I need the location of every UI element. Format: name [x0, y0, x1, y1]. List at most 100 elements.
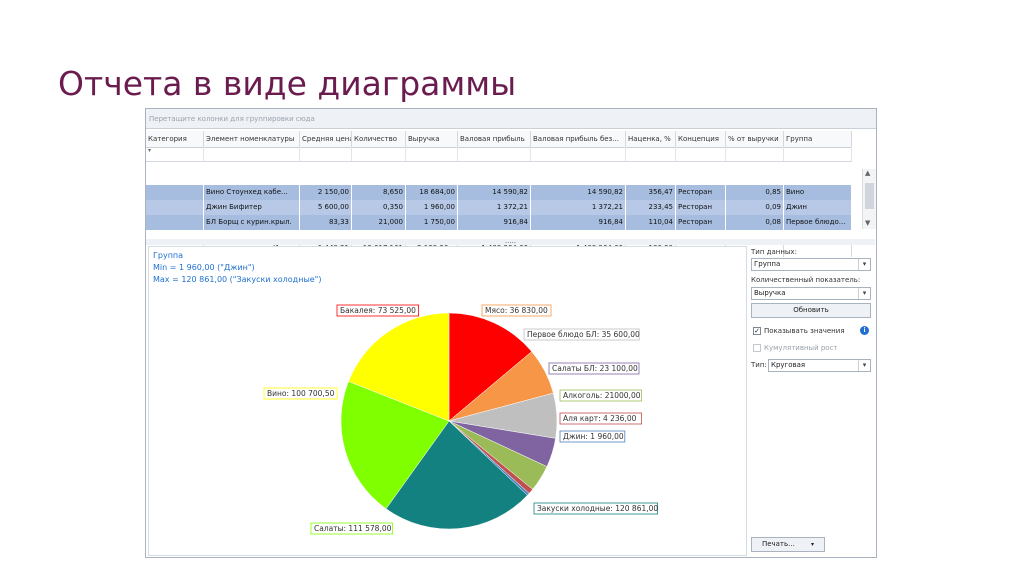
- table-cell: 356,47: [626, 185, 676, 200]
- column-header[interactable]: Средняя цена: [300, 131, 352, 147]
- table-cell: 14 590,82: [458, 185, 531, 200]
- table-cell: 110,04: [626, 215, 676, 230]
- filter-icon-cell[interactable]: ▾: [146, 147, 204, 161]
- filter-cell[interactable]: [300, 147, 352, 161]
- slice-label-box: [481, 304, 552, 317]
- total-cell: [784, 240, 852, 257]
- data-type-value: Группа: [754, 260, 781, 268]
- table-cell: [146, 215, 204, 230]
- slice-label: Джин: 1 960,00: [563, 432, 624, 441]
- dropdown-arrow-icon[interactable]: ▾: [811, 541, 815, 548]
- slice-label: Вино: 100 700,50: [267, 389, 335, 398]
- pie-slice[interactable]: [340, 381, 450, 510]
- slice-label: Алкоголь: 21000,00: [563, 391, 641, 400]
- pie-slice[interactable]: [348, 312, 450, 422]
- column-header[interactable]: Выручка: [406, 131, 458, 147]
- table-cell: [146, 200, 204, 215]
- table-row[interactable]: Джин Бифитер 5 600,00 0,350 1 960,00 1 372,2…: [146, 200, 852, 215]
- filter-cell[interactable]: [458, 147, 531, 161]
- chevron-down-icon[interactable]: ▾: [858, 360, 870, 371]
- show-values-checkbox[interactable]: ✓: [753, 327, 761, 335]
- table-cell: [146, 185, 204, 200]
- column-header[interactable]: % от выручки: [726, 131, 784, 147]
- print-button[interactable]: Печать... ▾: [751, 537, 825, 552]
- table-cell: Ресторан: [676, 215, 726, 230]
- column-header[interactable]: Группа: [784, 131, 852, 147]
- filter-cell[interactable]: [676, 147, 726, 161]
- grid-scrollbar[interactable]: ▲ ▼: [862, 169, 876, 229]
- table-cell: 916,84: [458, 215, 531, 230]
- info-icon[interactable]: i: [860, 326, 869, 335]
- table-cell: 233,45: [626, 200, 676, 215]
- slice-label: Салаты БЛ: 23 100,00: [552, 364, 638, 373]
- filter-row[interactable]: ▾: [146, 147, 852, 162]
- slice-label-box: [310, 522, 393, 535]
- table-cell: 8,650: [352, 185, 406, 200]
- filter-cell[interactable]: [626, 147, 676, 161]
- grid-rows: Вино Стоунхед кабе... 2 150,00 8,650 18 684…: [146, 185, 852, 230]
- filter-cell[interactable]: [352, 147, 406, 161]
- scroll-down-icon[interactable]: ▼: [865, 219, 871, 227]
- filter-cell[interactable]: [204, 147, 300, 161]
- quant-select[interactable]: Выручка ▾: [751, 287, 871, 300]
- table-row[interactable]: Вино Стоунхед кабе... 2 150,00 8,650 18 684…: [146, 185, 852, 200]
- table-cell: БЛ Борщ с курин.крыл.: [204, 215, 300, 230]
- column-header[interactable]: Валовая прибыль: [458, 131, 531, 147]
- slice-label-box: [523, 328, 640, 341]
- chevron-down-icon[interactable]: ▾: [858, 288, 870, 299]
- column-header[interactable]: Элемент номенклатуры: [204, 131, 300, 147]
- report-grid: Категория Элемент номенклатуры Средняя цен…: [146, 131, 876, 257]
- table-cell: 0,08: [726, 215, 784, 230]
- total-cell: [726, 240, 784, 257]
- filter-cell[interactable]: [726, 147, 784, 161]
- chart-type-select[interactable]: Круговая ▾: [768, 359, 871, 372]
- slice-label: Салаты: 111 578,00: [314, 524, 392, 533]
- pie-chart: Бакалея: 73 525,00 Мясо: 36 830,00 Первое …: [263, 304, 658, 535]
- data-type-select[interactable]: Группа ▾: [751, 258, 871, 271]
- show-values-label: Показывать значения: [764, 327, 845, 335]
- chart-group-label: Группа: [153, 251, 184, 260]
- filter-cell[interactable]: [784, 147, 852, 161]
- column-header[interactable]: Категория: [146, 131, 204, 147]
- slice-label-box: [559, 389, 642, 402]
- table-cell: Джин Бифитер: [204, 200, 300, 215]
- column-header[interactable]: Валовая прибыль без...: [531, 131, 626, 147]
- chart-max-label: Max = 120 861,00 ("Закуски холодные"): [153, 275, 322, 284]
- column-header[interactable]: Концепция: [676, 131, 726, 147]
- column-header[interactable]: Наценка, %: [626, 131, 676, 147]
- table-cell: 0,85: [726, 185, 784, 200]
- slice-label-box: [336, 304, 419, 317]
- cumulative-label: Кумулятивный рост: [764, 344, 838, 352]
- table-cell: 21,000: [352, 215, 406, 230]
- group-by-area[interactable]: Перетащите колонки для группировки сюда: [146, 109, 876, 129]
- filter-cell[interactable]: [531, 147, 626, 161]
- table-cell: 83,33: [300, 215, 352, 230]
- refresh-button[interactable]: Обновить: [751, 303, 871, 318]
- data-type-label: Тип данных:: [751, 248, 797, 256]
- chart-settings-panel: Тип данных: Группа ▾ Количественный пока…: [749, 246, 874, 554]
- pie-slice[interactable]: [448, 312, 533, 422]
- slice-label-box: [533, 502, 658, 515]
- quant-label: Количественный показатель:: [751, 276, 861, 284]
- chevron-down-icon[interactable]: ▾: [858, 259, 870, 270]
- chart-type-value: Круговая: [771, 361, 806, 369]
- slice-label-box: [263, 387, 338, 400]
- table-cell: 5 600,00: [300, 200, 352, 215]
- table-cell: Вино: [784, 185, 852, 200]
- filter-cell[interactable]: [406, 147, 458, 161]
- table-cell: Первое блюдо...: [784, 215, 852, 230]
- scroll-up-icon[interactable]: ▲: [865, 169, 871, 177]
- table-cell: Джин: [784, 200, 852, 215]
- pie-slice[interactable]: [385, 420, 528, 530]
- quant-value: Выручка: [754, 289, 786, 297]
- slice-label-box: [548, 362, 640, 375]
- column-header[interactable]: Количество: [352, 131, 406, 147]
- panel-splitter[interactable]: .....: [146, 238, 875, 245]
- cumulative-checkbox[interactable]: [753, 344, 761, 352]
- table-cell: 1 372,21: [458, 200, 531, 215]
- table-row[interactable]: БЛ Борщ с курин.крыл. 83,33 21,000 1 750,00…: [146, 215, 852, 230]
- table-cell: Ресторан: [676, 200, 726, 215]
- table-cell: 916,84: [531, 215, 626, 230]
- scroll-thumb[interactable]: [865, 183, 874, 209]
- table-cell: 0,350: [352, 200, 406, 215]
